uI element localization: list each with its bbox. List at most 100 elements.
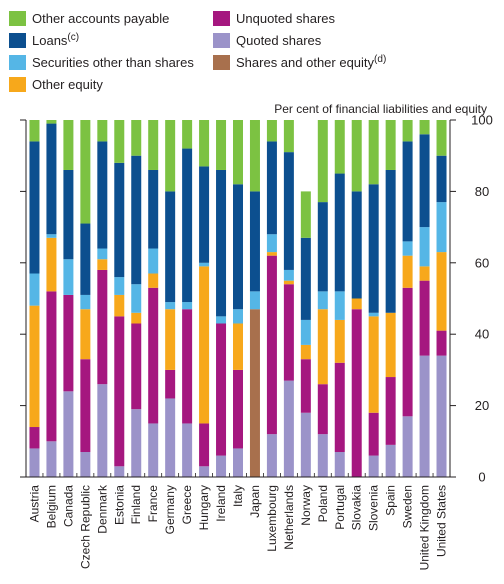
- x-label-estonia: Estonia: [112, 485, 126, 525]
- bar-segment-other-accounts-payable: [199, 120, 210, 167]
- bar-segment-quoted-shares: [80, 452, 91, 477]
- bar-segment-loans: [46, 123, 57, 235]
- legend-item-securities-other-than-shares: Securities other than shares: [9, 55, 194, 70]
- bar-segment-other-accounts-payable: [63, 120, 74, 170]
- bar-segment-unquoted-shares: [436, 330, 447, 356]
- bar-segment-other-accounts-payable: [436, 120, 447, 156]
- x-label-italy: Italy: [231, 485, 245, 507]
- x-label-belgium: Belgium: [44, 485, 58, 528]
- bar-segment-quoted-shares: [419, 355, 430, 477]
- bar-stack-netherlands: [283, 120, 294, 477]
- legend-swatch: [9, 11, 26, 26]
- x-label-portugal: Portugal: [333, 485, 347, 530]
- bar-segment-loans: [80, 223, 91, 295]
- bar-segment-loans: [233, 184, 243, 310]
- bar-stacks: [29, 120, 447, 477]
- legend-label: Unquoted shares: [236, 11, 336, 26]
- bar-segment-unquoted-shares: [317, 384, 328, 435]
- x-label-hungary: Hungary: [197, 485, 211, 530]
- bar-segment-quoted-shares: [131, 409, 142, 477]
- bar-segment-other-accounts-payable: [216, 120, 227, 170]
- bar-segment-unquoted-shares: [402, 287, 413, 417]
- bar-stack-sweden: [402, 120, 413, 477]
- bar-segment-quoted-shares: [165, 398, 176, 477]
- bar-segment-other-accounts-payable: [46, 120, 57, 124]
- bar-segment-unquoted-shares: [29, 427, 40, 449]
- bar-segment-quoted-shares: [266, 434, 277, 477]
- bar-segment-loans: [29, 141, 40, 274]
- x-label-united-states: United States: [435, 485, 449, 557]
- bar-segment-quoted-shares: [317, 434, 328, 477]
- y-tick-label: 100: [471, 113, 493, 128]
- bar-segment-loans: [266, 141, 277, 235]
- bar-segment-loans: [216, 169, 227, 317]
- legend-swatch: [9, 33, 26, 48]
- bar-segment-other-equity: [351, 298, 362, 310]
- bar-stack-slovenia: [368, 120, 379, 477]
- x-label-spain: Spain: [384, 485, 398, 516]
- bar-segment-other-accounts-payable: [419, 120, 430, 135]
- bar-segment-unquoted-shares: [80, 359, 91, 453]
- bar-segment-loans: [300, 237, 311, 320]
- x-label-ireland: Ireland: [214, 485, 228, 522]
- x-label-sweden: Sweden: [401, 485, 415, 528]
- legend-item-other-accounts-payable: Other accounts payable: [9, 11, 169, 26]
- bar-segment-quoted-shares: [63, 391, 74, 477]
- x-axis-labels: Austria Belgium Canada Czech Republic Denmar…: [27, 484, 448, 570]
- bar-segment-unquoted-shares: [182, 309, 193, 424]
- bar-segment-other-equity: [165, 309, 176, 370]
- bar-segment-securities-other-than-shares: [283, 269, 294, 281]
- bar-stack-greece: [182, 120, 193, 477]
- bar-stack-austria: [29, 120, 40, 477]
- bar-segment-unquoted-shares: [131, 323, 142, 410]
- x-label-united-kingdom: United Kingdom: [418, 485, 432, 570]
- bar-segment-other-accounts-payable: [351, 120, 362, 192]
- bar-segment-quoted-shares: [148, 423, 159, 477]
- bar-segment-quoted-shares: [216, 455, 227, 477]
- bar-stack-estonia: [114, 120, 125, 477]
- bar-segment-loans: [436, 155, 447, 203]
- bar-segment-other-accounts-payable: [402, 120, 413, 142]
- x-label-poland: Poland: [316, 485, 330, 522]
- bar-segment-loans: [165, 191, 176, 303]
- bar-stack-luxembourg: [266, 120, 277, 477]
- bar-segment-securities-other-than-shares: [97, 248, 108, 260]
- bar-segment-quoted-shares: [385, 444, 396, 477]
- bar-segment-other-equity: [80, 309, 91, 360]
- bar-segment-other-accounts-payable: [266, 120, 277, 142]
- legend-label: Shares and other equity(d): [236, 54, 386, 70]
- bar-segment-other-equity: [419, 266, 430, 281]
- bar-segment-loans: [63, 169, 74, 260]
- bar-stack-portugal: [334, 120, 345, 477]
- legend-swatch: [213, 33, 230, 48]
- bar-segment-other-equity: [334, 319, 345, 363]
- legend-item-loans: Loans(c): [9, 32, 79, 48]
- x-label-greece: Greece: [180, 485, 194, 525]
- bar-segment-other-accounts-payable: [317, 120, 328, 203]
- bar-segment-securities-other-than-shares: [148, 248, 159, 274]
- bar-segment-quoted-shares: [233, 448, 243, 477]
- bar-stack-hungary: [199, 120, 210, 477]
- bar-segment-unquoted-shares: [63, 294, 74, 392]
- bar-stack-finland: [131, 120, 142, 477]
- bar-segment-securities-other-than-shares: [436, 202, 447, 253]
- axes: [25, 120, 451, 478]
- bar-segment-other-equity: [385, 312, 396, 378]
- bar-segment-other-accounts-payable: [114, 120, 125, 163]
- bar-segment-other-accounts-payable: [182, 120, 193, 149]
- bar-segment-loans: [114, 162, 125, 278]
- bar-segment-other-accounts-payable: [97, 120, 108, 142]
- x-label-czech-republic: Czech Republic: [78, 485, 92, 569]
- bar-segment-loans: [334, 173, 345, 292]
- bar-segment-loans: [148, 169, 159, 249]
- bar-segment-other-accounts-payable: [385, 120, 396, 170]
- bar-segment-loans: [368, 184, 379, 313]
- bar-segment-loans: [283, 152, 294, 270]
- bar-segment-other-equity: [233, 323, 243, 370]
- y-tick-label: 20: [475, 398, 489, 413]
- bar-segment-other-equity: [148, 273, 159, 288]
- legend-swatch: [9, 55, 26, 70]
- bar-segment-securities-other-than-shares: [249, 291, 260, 310]
- bar-segment-securities-other-than-shares: [266, 234, 277, 253]
- bar-segment-securities-other-than-shares: [46, 234, 57, 238]
